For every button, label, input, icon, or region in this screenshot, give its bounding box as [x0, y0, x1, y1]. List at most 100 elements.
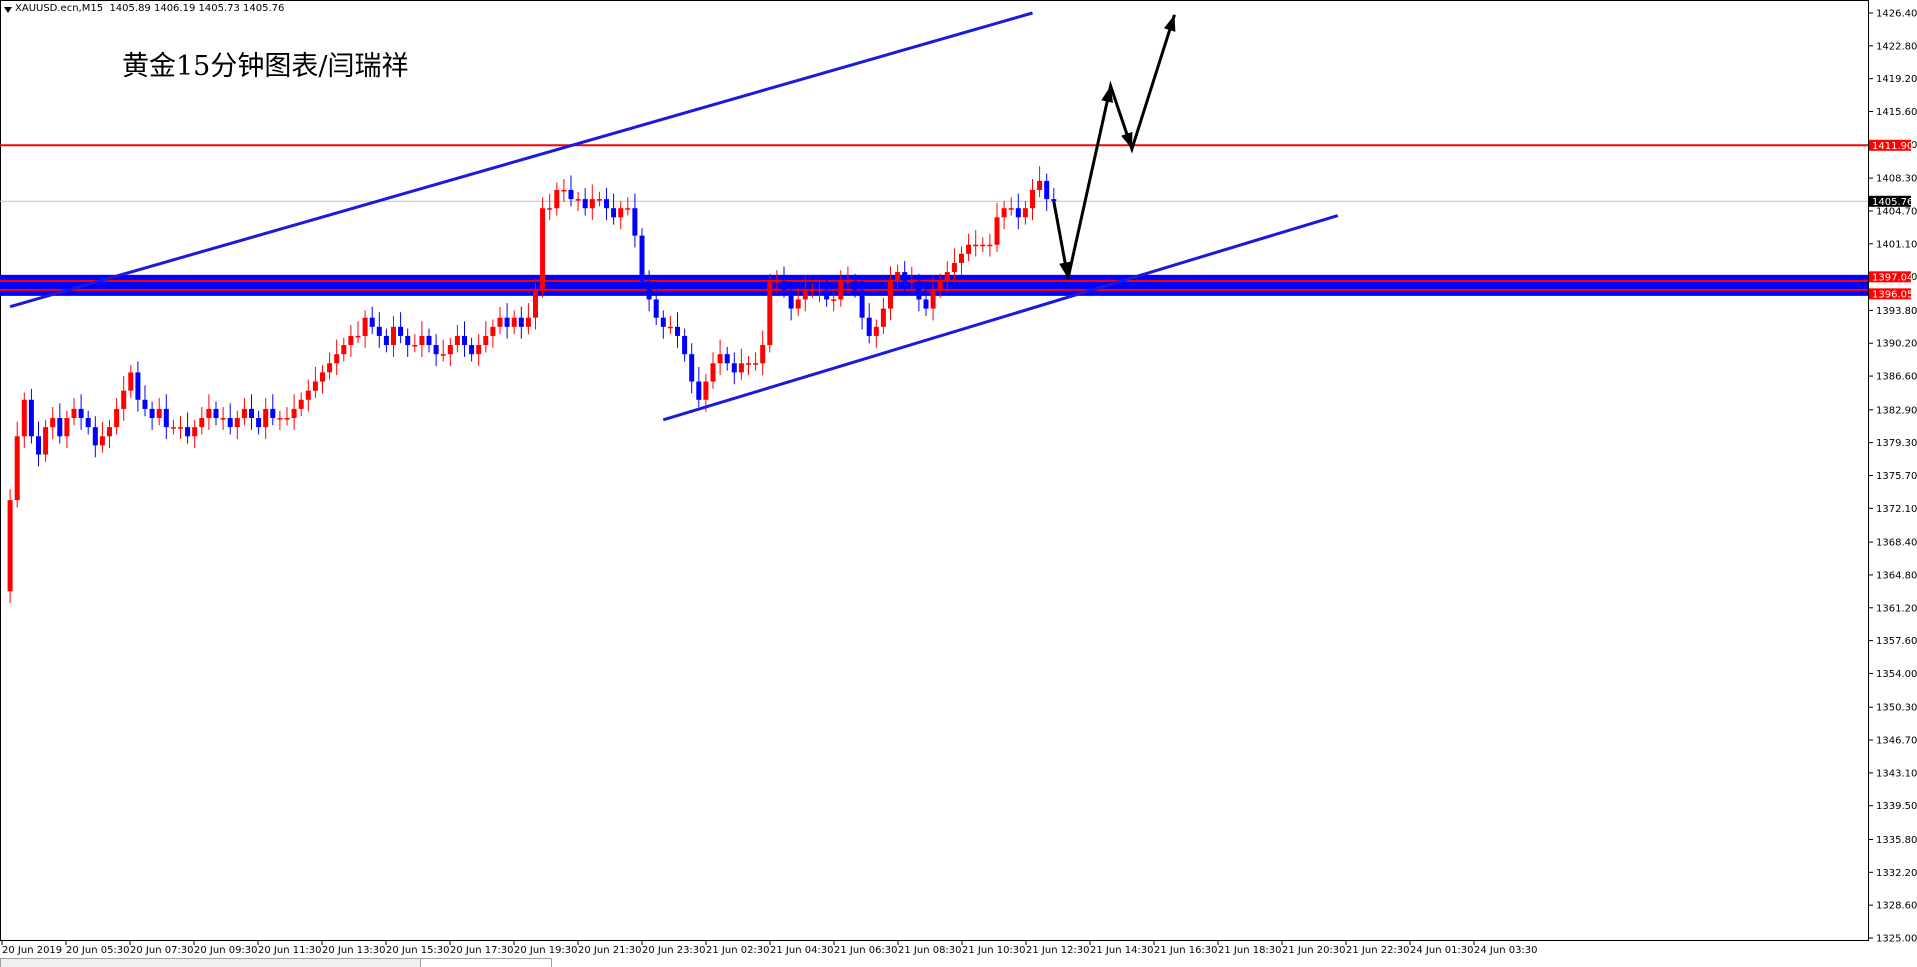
candle-body: [625, 208, 631, 210]
y-tick-label: 1328.60: [1876, 901, 1917, 912]
candle-body: [206, 408, 212, 419]
candle-body: [78, 408, 84, 419]
candle-body: [781, 281, 787, 291]
candle-body: [348, 335, 354, 346]
candle-body: [1030, 189, 1035, 209]
x-tick-label: 21 Jun 04:30: [770, 945, 834, 956]
candle-body: [923, 299, 929, 309]
y-tick-label: 1426.40: [1876, 9, 1917, 20]
candle-body: [873, 326, 879, 336]
y-tick-label: 1390.20: [1876, 339, 1917, 350]
y-tick-label: 1382.90: [1876, 405, 1917, 416]
candle-body: [675, 326, 680, 336]
candle-body: [525, 317, 531, 327]
candle-body: [135, 372, 141, 400]
candle-body: [71, 408, 77, 419]
candle-body: [632, 208, 638, 236]
scrollbar-thumb[interactable]: [420, 958, 552, 967]
price-tag-label: 1405.76: [1872, 197, 1913, 208]
x-tick-label: 24 Jun 01:30: [1410, 945, 1474, 956]
candle-body: [817, 290, 822, 292]
candle-body: [1001, 208, 1007, 218]
price-tag-label: 1411.90: [1872, 141, 1913, 152]
candle-body: [589, 199, 595, 209]
candle-body: [909, 281, 915, 283]
candle-body: [639, 235, 645, 282]
x-tick-label: 21 Jun 14:30: [1090, 945, 1154, 956]
projection-path: [1052, 14, 1176, 279]
candle-body: [419, 335, 425, 346]
candle-body: [682, 335, 688, 355]
price-tag-label: 1396.05: [1872, 289, 1913, 300]
candle-body: [114, 408, 120, 428]
trendline: [662, 214, 1339, 422]
candle-body: [469, 345, 475, 355]
candle-body: [554, 189, 560, 209]
y-tick-label: 1350.30: [1876, 703, 1917, 714]
x-tick-label: 20 Jun 15:30: [386, 945, 450, 956]
candle-body: [540, 208, 546, 291]
arrowhead-icon: [1059, 261, 1072, 279]
candle-body: [85, 418, 91, 428]
candle-body: [213, 408, 219, 419]
level-price-tag: [1869, 139, 1911, 151]
candle-body: [852, 281, 858, 291]
candle-body: [888, 281, 893, 309]
level-price-tag: [1869, 271, 1911, 283]
candle-body: [43, 427, 49, 455]
symbol-header: XAUUSD.ecn,M15 1405.89 1406.19 1405.73 1…: [15, 3, 284, 14]
candle-body: [533, 290, 538, 318]
candle-body: [710, 363, 716, 382]
y-tick-label: 1364.80: [1876, 570, 1917, 581]
y-tick-label: 1357.60: [1876, 636, 1917, 647]
candle-body: [788, 290, 794, 309]
symbol-dropdown-icon[interactable]: [4, 7, 12, 13]
arrowhead-icon: [1101, 85, 1114, 103]
candle-body: [312, 381, 318, 391]
candle-body: [447, 345, 453, 355]
candle-body: [320, 372, 325, 382]
ohlc-values: 1405.89 1406.19 1405.73 1405.76: [109, 3, 285, 14]
candle-body: [462, 335, 467, 346]
candle-body: [476, 345, 482, 355]
candle-body: [376, 326, 382, 336]
candle-body: [291, 408, 297, 419]
candle-body: [845, 281, 851, 283]
x-tick-label: 20 Jun 21:30: [578, 945, 642, 956]
y-tick-label: 1379.30: [1876, 438, 1917, 449]
candle-body: [611, 208, 617, 218]
trendline: [9, 11, 1033, 309]
candle-body: [362, 317, 368, 336]
candle-body: [738, 363, 744, 373]
candle-body: [561, 189, 567, 192]
candle-body: [916, 281, 922, 300]
y-tick-label: 1386.60: [1876, 372, 1917, 383]
candle-body: [703, 381, 709, 400]
candle-body: [511, 317, 517, 327]
candle-body: [973, 244, 979, 247]
candle-body: [838, 281, 844, 300]
candle-body: [107, 427, 112, 437]
candle-body: [163, 408, 169, 428]
candle-body: [142, 399, 148, 409]
x-tick-label: 21 Jun 16:30: [1154, 945, 1218, 956]
candle-body: [1051, 199, 1057, 202]
candle-body: [902, 272, 908, 282]
candle-body: [802, 290, 808, 300]
y-tick-label: 1422.80: [1876, 41, 1917, 52]
candle-body: [760, 345, 766, 364]
candle-body: [412, 345, 418, 347]
candle-body: [895, 272, 901, 282]
y-tick-label: 1343.10: [1876, 768, 1917, 779]
candle-body: [490, 326, 496, 336]
candle-body: [717, 354, 723, 364]
current-price-tag: [1869, 195, 1911, 207]
x-tick-label: 20 Jun 23:30: [642, 945, 706, 956]
y-tick-label: 1375.70: [1876, 471, 1917, 482]
candle-body: [263, 408, 269, 428]
price-tag-label: 1397.04: [1872, 272, 1913, 283]
candle-body: [547, 208, 553, 210]
x-tick-label: 24 Jun 03:30: [1474, 945, 1538, 956]
candle-body: [696, 381, 702, 400]
